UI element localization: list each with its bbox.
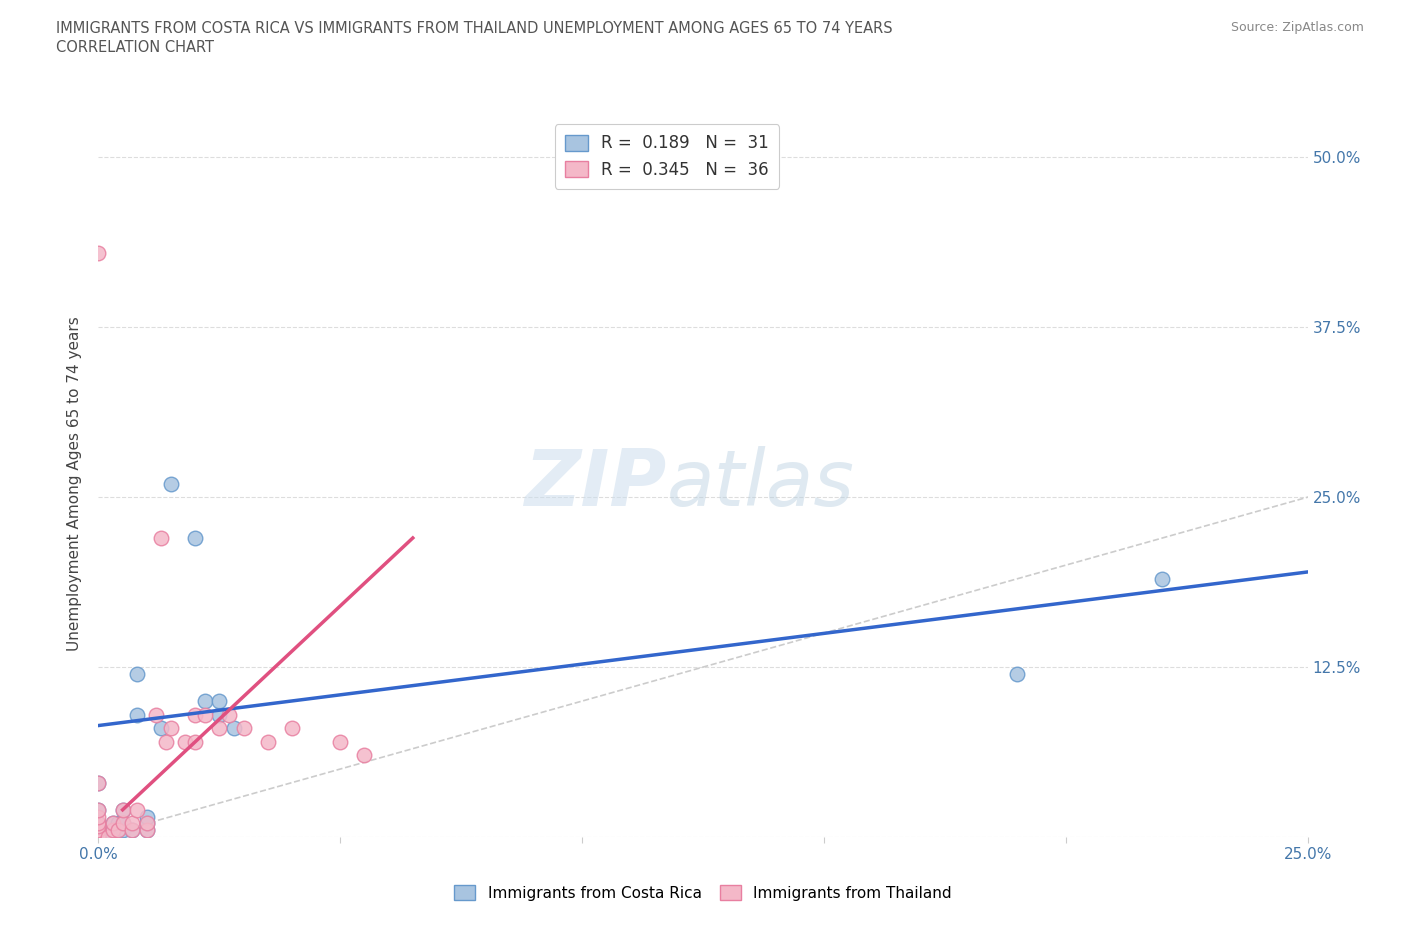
Point	[101, 816, 124, 830]
Text: Source: ZipAtlas.com: Source: ZipAtlas.com	[1230, 21, 1364, 34]
Point	[281, 721, 304, 736]
Point	[135, 809, 157, 824]
Text: CORRELATION CHART: CORRELATION CHART	[56, 40, 214, 55]
Point	[135, 823, 157, 838]
Point	[155, 735, 177, 750]
Point	[353, 748, 375, 763]
Point	[121, 823, 143, 838]
Point	[87, 803, 110, 817]
Point	[150, 530, 173, 545]
Point	[101, 823, 124, 838]
Point	[87, 830, 110, 844]
Point	[150, 721, 173, 736]
Point	[174, 735, 197, 750]
Point	[121, 823, 143, 838]
Point	[208, 721, 231, 736]
Point	[135, 816, 157, 830]
Point	[256, 735, 278, 750]
Point	[222, 721, 245, 736]
Point	[101, 830, 124, 844]
Point	[160, 721, 183, 736]
Point	[184, 530, 207, 545]
Point	[97, 830, 120, 844]
Point	[107, 823, 129, 838]
Point	[1007, 667, 1029, 682]
Point	[127, 667, 149, 682]
Point	[1152, 571, 1174, 586]
Point	[87, 776, 110, 790]
Point	[87, 823, 110, 838]
Point	[87, 816, 110, 830]
Point	[87, 830, 110, 844]
Point	[87, 246, 110, 260]
Point	[145, 707, 167, 722]
Point	[160, 476, 183, 491]
Text: IMMIGRANTS FROM COSTA RICA VS IMMIGRANTS FROM THAILAND UNEMPLOYMENT AMONG AGES 6: IMMIGRANTS FROM COSTA RICA VS IMMIGRANTS…	[56, 21, 893, 36]
Point	[111, 816, 134, 830]
Point	[87, 803, 110, 817]
Point	[127, 803, 149, 817]
Point	[194, 707, 217, 722]
Point	[232, 721, 254, 736]
Text: ZIP: ZIP	[524, 445, 666, 522]
Point	[87, 830, 110, 844]
Point	[107, 816, 129, 830]
Point	[87, 830, 110, 844]
Point	[87, 830, 110, 844]
Point	[194, 694, 217, 709]
Point	[111, 823, 134, 838]
Point	[111, 803, 134, 817]
Point	[135, 816, 157, 830]
Legend: Immigrants from Costa Rica, Immigrants from Thailand: Immigrants from Costa Rica, Immigrants f…	[447, 880, 959, 907]
Point	[87, 823, 110, 838]
Point	[184, 735, 207, 750]
Point	[87, 830, 110, 844]
Point	[218, 707, 240, 722]
Y-axis label: Unemployment Among Ages 65 to 74 years: Unemployment Among Ages 65 to 74 years	[67, 316, 83, 651]
Point	[87, 830, 110, 844]
Point	[208, 694, 231, 709]
Point	[184, 707, 207, 722]
Point	[101, 816, 124, 830]
Point	[87, 816, 110, 830]
Point	[121, 816, 143, 830]
Point	[87, 823, 110, 838]
Point	[135, 823, 157, 838]
Point	[329, 735, 352, 750]
Point	[87, 809, 110, 824]
Text: atlas: atlas	[666, 445, 855, 522]
Point	[127, 707, 149, 722]
Point	[208, 707, 231, 722]
Point	[87, 818, 110, 833]
Point	[101, 823, 124, 838]
Point	[111, 803, 134, 817]
Point	[87, 776, 110, 790]
Point	[111, 816, 134, 830]
